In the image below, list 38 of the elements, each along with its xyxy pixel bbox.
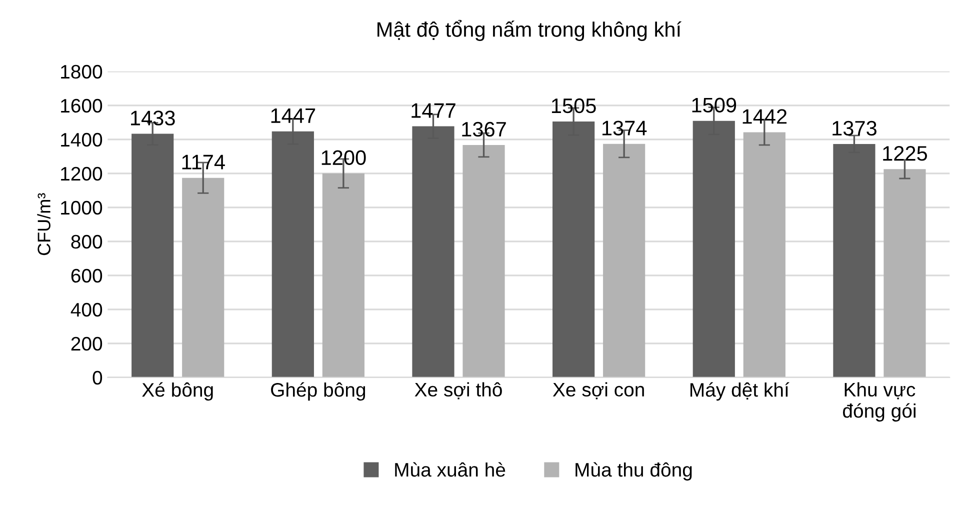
- x-tick-label: Xe sợi thô: [414, 382, 502, 400]
- y-tick-label: 1200: [61, 166, 102, 181]
- y-tick-label: 1600: [61, 98, 102, 113]
- data-label: 1477: [412, 103, 456, 118]
- x-tick-label: Xe sợi con: [552, 382, 644, 400]
- y-axis-title: CFU/m³: [37, 193, 50, 256]
- bar: [743, 132, 786, 378]
- y-tick-label: 0: [92, 370, 102, 385]
- y-tick-label: 1800: [61, 64, 102, 79]
- data-label: 1200: [322, 150, 366, 166]
- legend-label: Mùa thu đông: [576, 462, 692, 481]
- legend-label: Mùa xuân hè: [395, 462, 506, 477]
- bar: [884, 169, 926, 378]
- bar: [603, 144, 646, 378]
- data-label: 1374: [602, 120, 647, 136]
- bar: [182, 178, 224, 378]
- data-label: 1373: [832, 120, 876, 136]
- data-label: 1174: [182, 154, 225, 170]
- bar: [462, 145, 505, 378]
- y-tick-label: 1000: [61, 200, 102, 215]
- y-tick-label: 800: [71, 234, 102, 249]
- x-tick-label: Khu vực đóng gói: [842, 382, 916, 422]
- data-label: 1509: [692, 98, 736, 112]
- y-tick-label: 600: [71, 268, 102, 283]
- data-label: 1447: [271, 108, 316, 123]
- bar: [322, 173, 364, 378]
- data-label: 1367: [462, 122, 506, 137]
- data-label: 1433: [131, 110, 175, 126]
- x-tick-label: Ghép bông: [271, 382, 366, 401]
- data-label: 1505: [552, 98, 596, 114]
- y-tick-label: 400: [70, 302, 102, 317]
- y-tick-label: 200: [71, 336, 102, 351]
- data-label: 1225: [883, 146, 928, 161]
- y-tick-label: 1400: [61, 132, 102, 147]
- chart-title: Mật độ tổng nấm trong không khí: [378, 20, 682, 41]
- data-label: 1442: [742, 109, 787, 124]
- x-tick-label: Xé bông: [142, 382, 213, 401]
- x-tick-label: Máy dệt khí: [690, 382, 790, 401]
